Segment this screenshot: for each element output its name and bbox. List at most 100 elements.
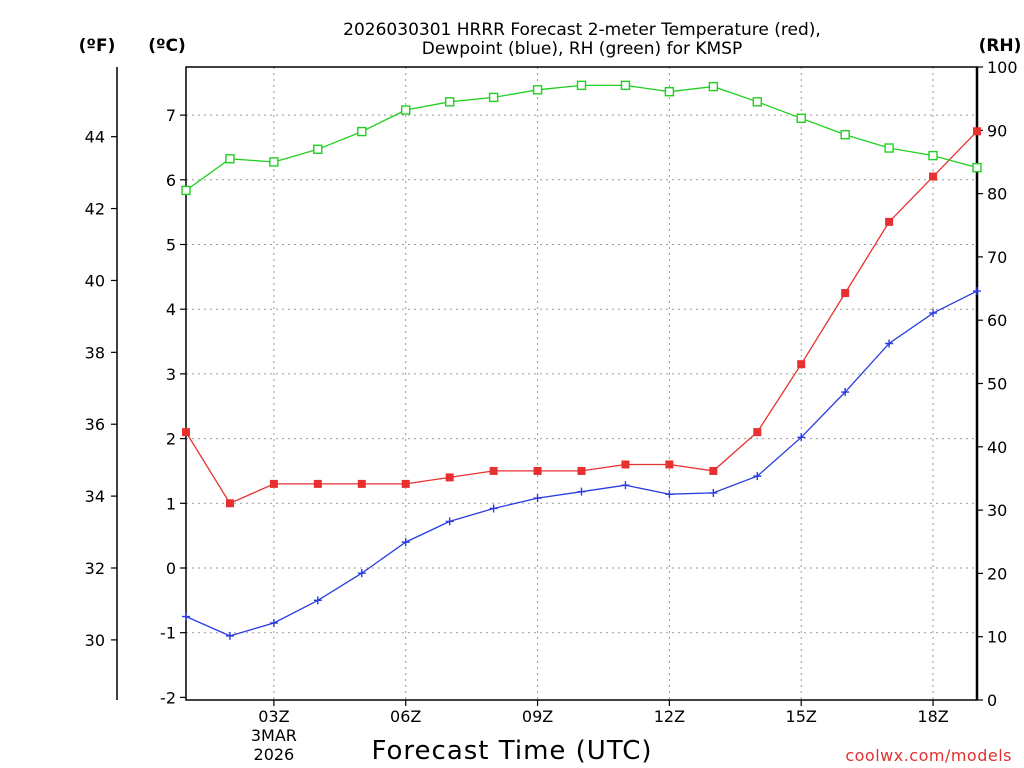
rh-tick-label: 0 — [987, 691, 997, 710]
fahrenheit-tick-label: 34 — [85, 487, 105, 506]
x-tick-label: 06Z — [390, 707, 421, 726]
temperature-point — [709, 466, 718, 475]
rh-point — [620, 80, 631, 91]
temperature-point — [489, 466, 498, 475]
x-tick-label: 18Z — [917, 707, 948, 726]
celsius-tick-label: 3 — [166, 365, 176, 384]
rh-point — [357, 126, 367, 137]
rh-tick-label: 60 — [987, 311, 1007, 330]
rh-point — [928, 150, 938, 161]
temperature-point — [841, 289, 850, 298]
temperature-point — [577, 466, 586, 475]
rh-tick-label: 40 — [987, 438, 1007, 457]
x-tick-label: 03Z — [258, 707, 289, 726]
rh-series — [181, 80, 982, 196]
dewpoint-point — [621, 481, 630, 490]
dewpoint-point — [753, 472, 762, 481]
dewpoint-point — [533, 494, 542, 503]
dewpoint-point — [313, 596, 322, 605]
rh-tick-label: 70 — [987, 248, 1007, 267]
fahrenheit-tick-label: 44 — [85, 128, 105, 147]
temperature-point — [753, 428, 762, 437]
rh-point — [664, 86, 675, 97]
series — [181, 80, 982, 640]
temperature-point — [313, 479, 322, 488]
rh-point — [444, 97, 455, 107]
fahrenheit-tick-label: 36 — [85, 415, 105, 434]
rh-point — [488, 92, 499, 103]
rh-tick-label: 10 — [987, 628, 1007, 647]
dewpoint-point — [225, 631, 234, 640]
x-tick-label: 12Z — [654, 707, 685, 726]
celsius-tick-label: -1 — [160, 624, 176, 643]
dewpoint-point — [885, 339, 894, 348]
rh-tick-label: 90 — [987, 121, 1007, 140]
dewpoint-point — [665, 490, 674, 499]
fahrenheit-tick-label: 42 — [85, 200, 105, 219]
fahrenheit-tick-label: 38 — [85, 343, 105, 362]
dewpoint-line — [185, 290, 978, 637]
rh-point — [884, 143, 894, 153]
celsius-tick-label: -2 — [160, 688, 176, 707]
fahrenheit-unit-label: (ºF) — [79, 36, 116, 56]
rh-point — [269, 157, 279, 167]
rh-tick-label: 80 — [987, 185, 1007, 204]
dewpoint-point — [445, 517, 454, 526]
x-date-label: 3MAR — [251, 726, 297, 745]
x-axis-label: Forecast Time (UTC) — [371, 736, 652, 766]
dewpoint-point — [357, 569, 366, 578]
rh-point — [752, 97, 762, 107]
celsius-tick-label: 0 — [166, 559, 176, 578]
chart-title-line-1: 2026030301 HRRR Forecast 2-meter Tempera… — [343, 20, 821, 40]
dewpoint-point — [269, 618, 278, 627]
rh-line — [185, 84, 978, 191]
dewpoint-point — [797, 433, 806, 442]
fahrenheit-tick-label: 32 — [85, 559, 105, 578]
rh-point — [532, 85, 543, 95]
temperature-point — [665, 460, 674, 469]
celsius-unit-label: (ºC) — [148, 36, 186, 56]
rh-point — [796, 113, 806, 123]
dewpoint-series — [182, 287, 981, 640]
plot-frame — [185, 66, 978, 701]
grid — [186, 67, 977, 700]
rh-unit-label: (RH) — [979, 36, 1022, 56]
celsius-tick-label: 2 — [166, 430, 176, 449]
dewpoint-point — [929, 309, 938, 318]
temperature-point — [445, 473, 454, 482]
temperature-point — [401, 479, 410, 488]
temperature-series — [182, 127, 981, 508]
temperature-point — [533, 466, 542, 475]
temperature-point — [929, 172, 938, 181]
rh-point — [840, 130, 850, 140]
temperature-point — [885, 217, 894, 226]
temperature-point — [621, 460, 630, 469]
rh-point — [313, 144, 323, 154]
rh-tick-label: 20 — [987, 564, 1007, 583]
credit-watermark: coolwx.com/models — [845, 746, 1012, 765]
rh-point — [225, 154, 235, 164]
temperature-point — [225, 499, 234, 508]
dewpoint-point — [577, 487, 586, 496]
dewpoint-point — [841, 388, 850, 397]
rh-point — [181, 185, 191, 196]
celsius-tick-label: 1 — [166, 494, 176, 513]
rh-point — [708, 81, 719, 92]
dewpoint-point — [973, 287, 981, 296]
temperature-point — [357, 479, 366, 488]
celsius-tick-label: 6 — [166, 171, 176, 190]
x-tick-label: 09Z — [522, 707, 553, 726]
fahrenheit-tick-label: 40 — [85, 271, 105, 290]
celsius-tick-label: 5 — [166, 236, 176, 255]
temperature-point — [973, 127, 981, 136]
rh-point — [972, 162, 982, 173]
temperature-point — [797, 360, 806, 369]
rh-tick-label: 50 — [987, 375, 1007, 394]
dewpoint-point — [709, 488, 718, 497]
celsius-tick-label: 7 — [166, 106, 176, 125]
dewpoint-point — [489, 504, 498, 513]
axes — [116, 66, 979, 701]
temperature-point — [269, 479, 278, 488]
